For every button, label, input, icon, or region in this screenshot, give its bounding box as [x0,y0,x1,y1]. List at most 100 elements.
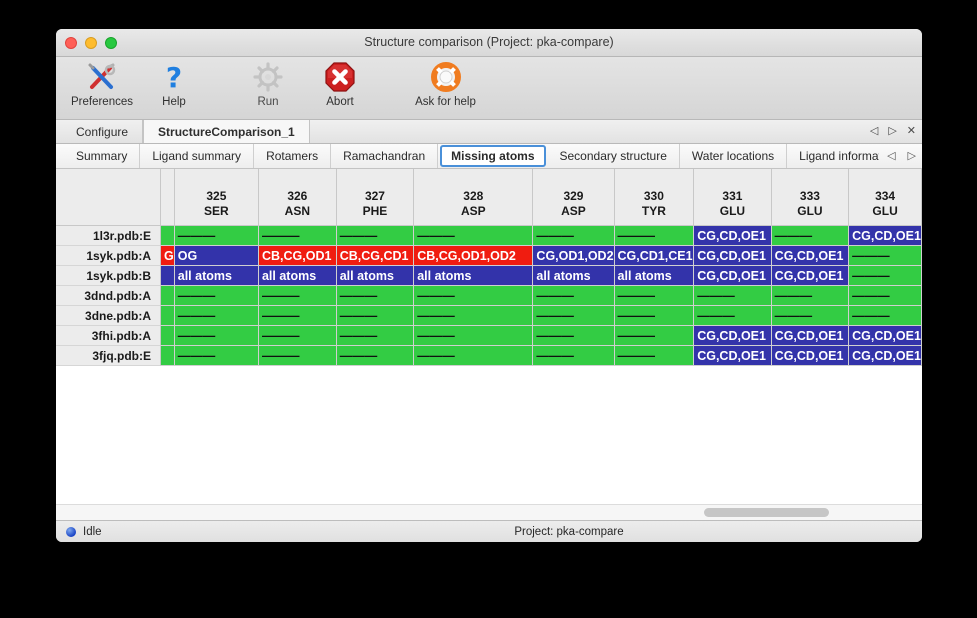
table-row[interactable]: 3fhi.pdb:A ——— ——— ——— ——— ——— ——— CG,CD,OE1 CG,… [56,326,922,346]
table-cell[interactable]: ——— [258,226,337,246]
table-cell[interactable]: CG,CD,OE1 [694,226,772,246]
column-header-325[interactable]: 325 SER [174,169,259,226]
table-row[interactable]: 3fjq.pdb:E ——— ——— ——— ——— ——— ——— CG,CD,OE1 CG,… [56,346,922,366]
column-header-329[interactable]: 329 ASP [533,169,615,226]
column-header-327[interactable]: 327 PHE [336,169,415,226]
column-header-326[interactable]: 326 ASN [258,169,337,226]
row-header-1syk-pdb-A[interactable]: 1syk.pdb:A [56,246,162,266]
table-row[interactable]: 1syk.pdb:A G OG CB,CG,OD1 CB,CG,CD1 CB,CG,OD1… [56,246,922,266]
horizontal-scrollbar-track[interactable] [56,504,922,520]
table-cell[interactable]: CG,CD,OE1 [849,226,922,246]
table-cell[interactable]: ——— [258,346,337,366]
table-cell[interactable]: all atoms [533,266,615,286]
table-cell[interactable]: CG,CD1,CE1 [614,246,695,266]
table-cell[interactable]: CG,CD,OE1 [849,326,922,346]
table-cell[interactable]: ——— [771,286,850,306]
table-cell[interactable]: ——— [336,226,415,246]
row-header-3fjq-pdb-E[interactable]: 3fjq.pdb:E [56,346,162,366]
row-header-3dne-pdb-A[interactable]: 3dne.pdb:A [56,306,162,326]
table-cell[interactable]: CG,CD,OE1 [771,246,850,266]
tab-missing-atoms[interactable]: Missing atoms [440,145,546,167]
table-cell[interactable]: ——— [694,286,772,306]
table-cell[interactable]: ——— [849,246,922,266]
table-cell[interactable]: ——— [336,346,415,366]
table-cell[interactable]: CG,OD1,OD2 [533,246,615,266]
close-window-button[interactable] [65,37,77,49]
doc-tab-configure[interactable]: Configure [62,120,144,143]
table-cell[interactable]: ——— [336,306,415,326]
table-cell[interactable]: ——— [849,266,922,286]
table-cell[interactable]: ——— [258,326,337,346]
toolbar-button-abort[interactable]: Abort [304,57,376,108]
analysis-tab-next-icon[interactable]: ▷ [907,149,916,162]
table-cell[interactable]: ——— [336,326,415,346]
table-cell[interactable]: CG,CD,OE1 [694,326,772,346]
tab-water-locations[interactable]: Water locations [680,144,788,168]
doc-tab-close-icon[interactable]: ✕ [906,125,916,137]
tab-secondary-structure[interactable]: Secondary structure [548,144,680,168]
tab-ligand-summary[interactable]: Ligand summary [140,144,255,168]
column-header-333[interactable]: 333 GLU [771,169,850,226]
table-cell[interactable]: ——— [771,226,850,246]
table-cell[interactable]: CG,CD,OE1 [694,266,772,286]
table-cell[interactable] [161,326,175,346]
table-cell[interactable]: CG,CD,OE1 [771,326,850,346]
analysis-tab-prev-icon[interactable]: ◁ [887,149,896,162]
tab-summary[interactable]: Summary [64,144,141,168]
table-cell[interactable]: CB,CG,OD1,OD2 [414,246,534,266]
table-cell[interactable] [161,346,175,366]
toolbar-button-run[interactable]: Run [232,57,304,108]
table-cell[interactable]: ——— [414,306,534,326]
table-cell[interactable]: CG,CD,OE1 [771,266,850,286]
table-cell[interactable]: ——— [414,286,534,306]
table-cell[interactable]: CG,CD,OE1 [849,346,922,366]
row-header-1l3r-pdb-E[interactable]: 1l3r.pdb:E [56,226,162,246]
table-cell[interactable]: CG,CD,OE1 [771,346,850,366]
table-cell[interactable]: ——— [258,306,337,326]
table-cell[interactable] [161,306,175,326]
row-header-3dnd-pdb-A[interactable]: 3dnd.pdb:A [56,286,162,306]
table-cell[interactable]: all atoms [614,266,695,286]
table-cell[interactable]: ——— [533,226,615,246]
table-cell[interactable]: ——— [336,286,415,306]
table-cell[interactable] [161,266,175,286]
table-cell[interactable]: ——— [614,286,695,306]
table-cell[interactable] [161,286,175,306]
table-cell[interactable]: ——— [694,306,772,326]
column-header-334[interactable]: 334 GLU [849,169,922,226]
column-header-328[interactable]: 328 ASP [414,169,534,226]
table-cell[interactable]: all atoms [258,266,337,286]
missing-atoms-table-container[interactable]: 325 SER 326 ASN 327 PHE 328 ASP 329 ASP 330 TYR 331 G… [56,169,922,504]
table-cell[interactable]: ——— [533,326,615,346]
tab-ramachandran[interactable]: Ramachandran [331,144,439,168]
table-row[interactable]: 1syk.pdb:B all atoms all atoms all atoms all… [56,266,922,286]
table-cell[interactable]: ——— [174,346,259,366]
table-cell[interactable]: ——— [258,286,337,306]
row-header-3fhi-pdb-A[interactable]: 3fhi.pdb:A [56,326,162,346]
doc-tab-prev-icon[interactable]: ◁ [869,125,879,137]
doc-tab-next-icon[interactable]: ▷ [888,125,897,137]
column-header-330[interactable]: 330 TYR [614,169,695,226]
maximize-window-button[interactable] [105,37,117,49]
table-cell[interactable]: ——— [174,306,259,326]
table-cell[interactable]: ——— [174,226,259,246]
table-cell[interactable]: ——— [414,326,534,346]
horizontal-scrollbar-thumb[interactable] [704,508,829,517]
row-header-1syk-pdb-B[interactable]: 1syk.pdb:B [56,266,162,286]
table-cell[interactable]: CB,CG,CD1 [336,246,415,266]
table-cell[interactable]: ——— [614,326,695,346]
table-cell[interactable]: all atoms [336,266,415,286]
table-cell[interactable]: ——— [533,286,615,306]
table-cell[interactable]: ——— [614,346,695,366]
table-cell[interactable]: ——— [174,326,259,346]
table-cell[interactable]: ——— [614,226,695,246]
table-cell[interactable]: all atoms [174,266,259,286]
column-header-331[interactable]: 331 GLU [694,169,772,226]
tab-rotamers[interactable]: Rotamers [254,144,332,168]
table-cell[interactable]: CG,CD,OE1 [694,346,772,366]
table-cell[interactable]: ——— [614,306,695,326]
table-row[interactable]: 3dnd.pdb:A ——— ——— ——— ——— ——— ——— ——— ——— ——— [56,286,922,306]
table-cell[interactable]: CB,CG,OD1 [258,246,337,266]
doc-tab-structurecomparison-1[interactable]: StructureComparison_1 [143,120,310,143]
table-cell[interactable]: ——— [174,286,259,306]
